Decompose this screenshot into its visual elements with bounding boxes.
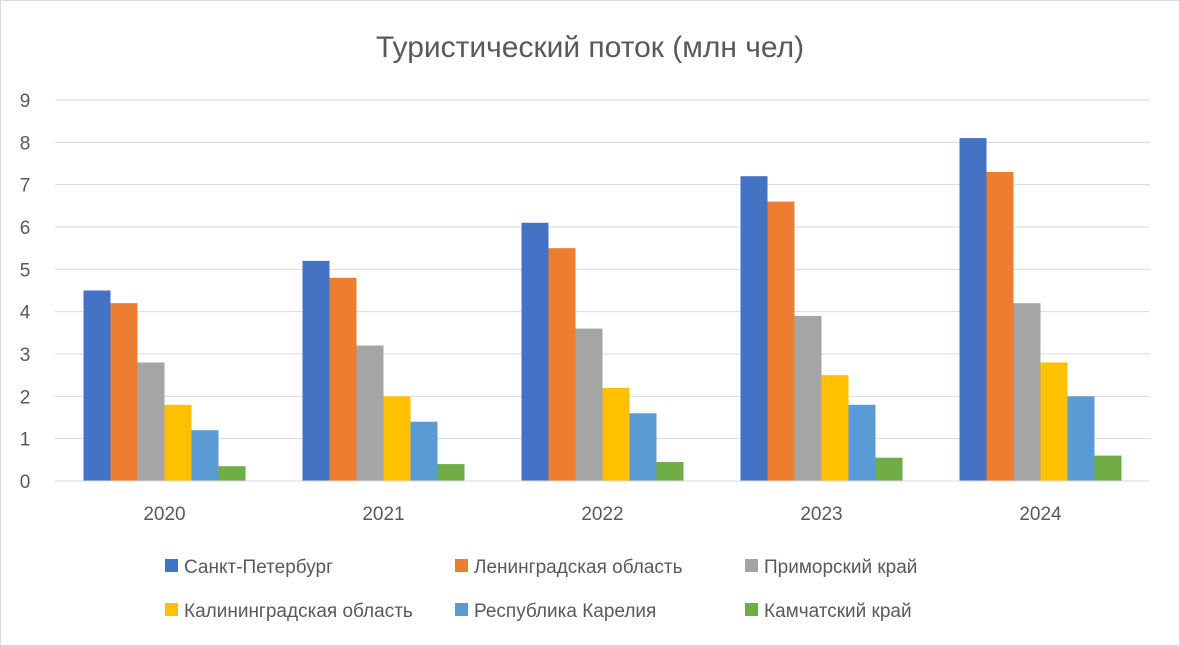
y-tick-label: 9 (20, 91, 31, 112)
y-tick-label: 5 (20, 260, 31, 281)
x-tick-label: 2024 (1019, 504, 1062, 525)
y-tick-label: 8 (20, 133, 31, 154)
legend-label: Республика Карелия (474, 601, 656, 622)
y-tick-label: 2 (20, 387, 31, 408)
x-tick-label: 2020 (143, 504, 185, 525)
bar (794, 315, 822, 481)
legend-label: Санкт-Петербург (184, 557, 333, 578)
bar (302, 260, 330, 481)
legend-swatch (745, 559, 758, 572)
bar (191, 430, 219, 481)
bar (137, 362, 165, 481)
bar (629, 413, 657, 481)
y-tick-label: 7 (20, 176, 31, 197)
bar (875, 457, 903, 481)
bar (110, 303, 138, 481)
bar (848, 404, 876, 481)
bar (548, 248, 576, 481)
legend-swatch (165, 603, 178, 616)
bar (1067, 396, 1095, 481)
bar (1094, 455, 1122, 481)
bar (329, 277, 357, 481)
bar (656, 461, 684, 481)
bar (83, 290, 111, 481)
bar (575, 328, 603, 481)
x-tick-label: 2023 (800, 504, 842, 525)
bar (767, 201, 795, 481)
y-tick-label: 0 (20, 472, 31, 493)
bar (1040, 362, 1068, 481)
legend-swatch (165, 559, 178, 572)
bar (821, 375, 849, 481)
legend: Санкт-Петербург Ленинградская область Прим… (165, 557, 917, 622)
bar (218, 466, 246, 481)
bar (437, 464, 465, 481)
x-tick-label: 2022 (581, 504, 623, 525)
bar (521, 222, 549, 481)
legend-swatch (745, 603, 758, 616)
y-tick-label: 1 (20, 430, 31, 451)
bar (602, 387, 630, 481)
bar (383, 396, 411, 481)
y-axis-ticks: 0 1 2 3 4 5 6 7 8 9 (20, 91, 31, 493)
bar (986, 171, 1014, 481)
x-axis-ticks: 2020 2021 2022 2023 2024 (143, 504, 1062, 525)
chart-title: Туристический поток (млн чел) (376, 31, 804, 64)
bar (410, 421, 438, 481)
legend-label: Ленинградская область (474, 557, 683, 578)
y-tick-label: 4 (20, 303, 31, 324)
bar (1013, 303, 1041, 481)
bar (740, 176, 768, 481)
legend-label: Камчатский край (764, 601, 912, 622)
x-tick-label: 2021 (362, 504, 404, 525)
bars (83, 138, 1122, 481)
legend-label: Приморский край (764, 557, 917, 578)
legend-swatch (455, 559, 468, 572)
legend-label: Калининградская область (184, 601, 413, 622)
y-tick-label: 6 (20, 218, 31, 239)
legend-swatch (455, 603, 468, 616)
bar (356, 345, 384, 481)
bar (959, 138, 987, 481)
bar (164, 404, 192, 481)
y-tick-label: 3 (20, 345, 31, 366)
